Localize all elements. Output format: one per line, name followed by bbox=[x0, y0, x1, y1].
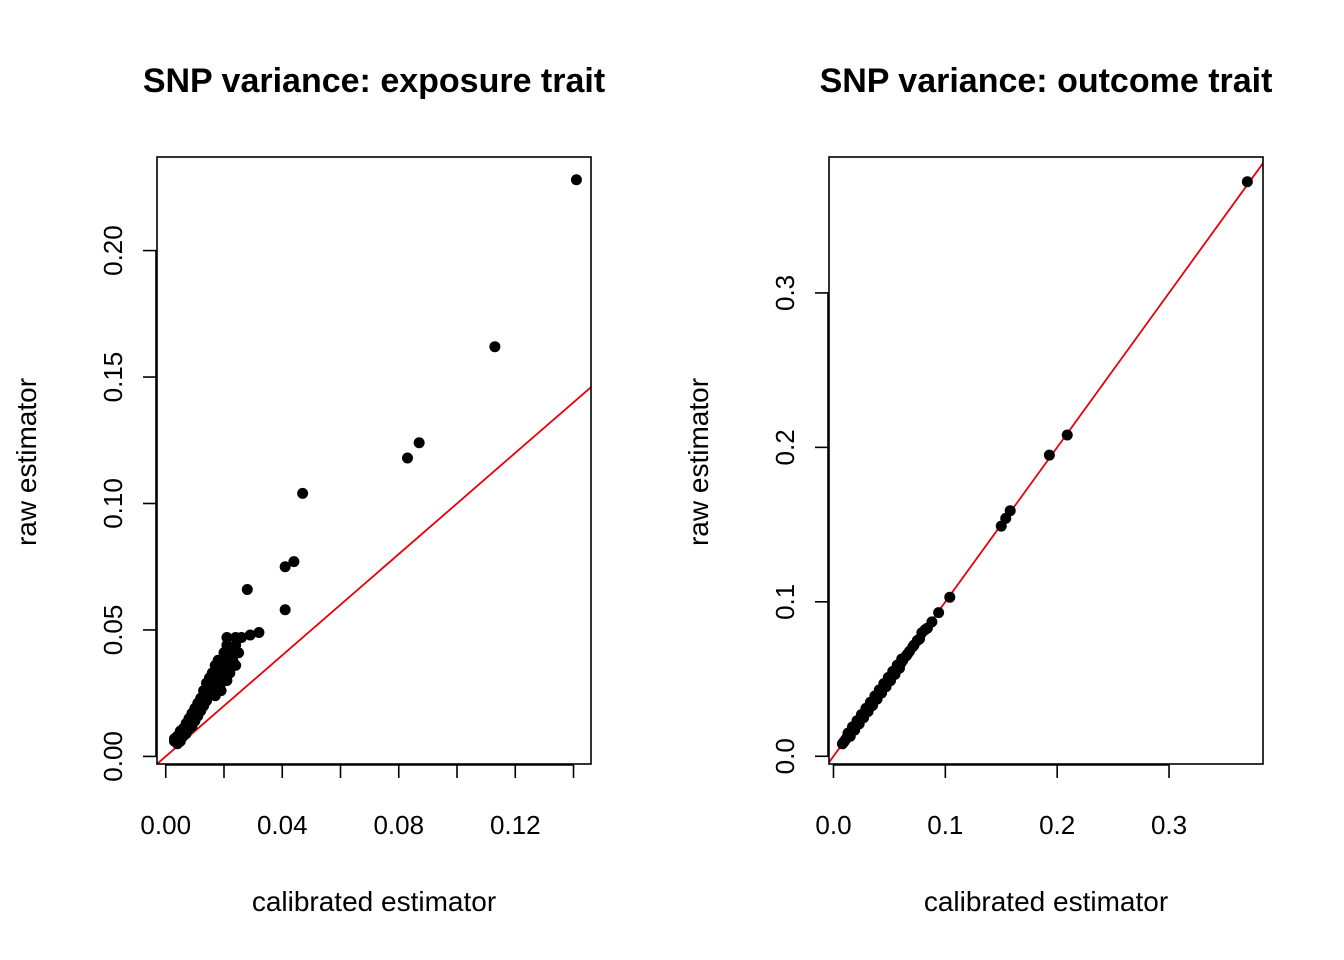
exposure-x-tick-label: 0.00 bbox=[140, 810, 191, 840]
exposure-data-point bbox=[224, 657, 236, 669]
exposure-x-tick-label: 0.04 bbox=[257, 810, 308, 840]
exposure-x-axis: 0.00 0.04 0.08 0.12 bbox=[140, 764, 575, 840]
exposure-data-point bbox=[212, 664, 224, 676]
outcome-data-point bbox=[836, 738, 848, 750]
exposure-data-point bbox=[192, 705, 204, 717]
outcome-data-point bbox=[901, 648, 913, 660]
exposure-data-point bbox=[401, 452, 413, 464]
outcome-data-point bbox=[919, 624, 931, 636]
outcome-y-axis: 0.0 0.1 0.2 0.3 bbox=[770, 275, 829, 774]
outcome-x-axis: 0.0 0.1 0.2 0.3 bbox=[815, 764, 1187, 840]
exposure-data-point bbox=[206, 677, 218, 689]
outcome-plot-area bbox=[829, 162, 1263, 763]
exposure-data-point bbox=[233, 647, 245, 659]
exposure-y-tick-label: 0.20 bbox=[98, 225, 128, 276]
outcome-y-axis-label: raw estimator bbox=[683, 378, 714, 546]
exposure-y-axis-label: raw estimator bbox=[11, 378, 42, 546]
exposure-data-point bbox=[288, 556, 300, 568]
outcome-x-tick-label: 0.0 bbox=[815, 810, 851, 840]
exposure-y-tick-label: 0.05 bbox=[98, 605, 128, 656]
outcome-x-tick-label: 0.1 bbox=[927, 810, 963, 840]
outcome-data-point bbox=[1241, 176, 1253, 188]
exposure-chart-title: SNP variance: exposure trait bbox=[143, 62, 605, 100]
exposure-y-tick-label: 0.00 bbox=[98, 731, 128, 782]
exposure-data-point bbox=[489, 341, 501, 353]
exposure-data-point bbox=[279, 604, 291, 616]
outcome-y-tick-label: 0.1 bbox=[770, 584, 800, 620]
outcome-data-point bbox=[1043, 449, 1055, 461]
exposure-data-point bbox=[198, 695, 210, 707]
exposure-data-point bbox=[244, 629, 256, 641]
exposure-x-tick-label: 0.12 bbox=[490, 810, 541, 840]
exposure-plot-area bbox=[157, 174, 591, 764]
exposure-x-tick-label: 0.08 bbox=[373, 810, 424, 840]
outcome-points bbox=[836, 176, 1253, 750]
exposure-data-point bbox=[241, 583, 253, 595]
exposure-plot-frame bbox=[156, 156, 592, 765]
outcome-x-tick-label: 0.3 bbox=[1151, 810, 1187, 840]
outcome-x-axis-label: calibrated estimator bbox=[924, 886, 1168, 917]
outcome-y-tick-label: 0.2 bbox=[770, 429, 800, 465]
exposure-data-point bbox=[209, 690, 221, 702]
outcome-y-tick-label: 0.0 bbox=[770, 738, 800, 774]
exposure-data-point bbox=[279, 561, 291, 573]
exposure-data-point bbox=[297, 487, 309, 499]
outcome-data-point bbox=[933, 607, 945, 619]
exposure-trait-panel: SNP variance: exposure trait calibrated … bbox=[11, 62, 605, 917]
exposure-y-tick-label: 0.15 bbox=[98, 352, 128, 403]
outcome-y-tick-label: 0.3 bbox=[770, 275, 800, 311]
outcome-trait-panel: SNP variance: outcome trait calibrated e… bbox=[683, 62, 1272, 917]
exposure-data-point bbox=[230, 632, 242, 644]
exposure-data-point bbox=[221, 632, 233, 644]
exposure-data-point bbox=[253, 626, 265, 638]
outcome-data-point bbox=[1061, 429, 1073, 441]
exposure-data-point bbox=[171, 738, 183, 750]
outcome-plot-frame bbox=[828, 156, 1264, 765]
outcome-data-point bbox=[893, 662, 905, 674]
exposure-x-axis-label: calibrated estimator bbox=[252, 886, 496, 917]
exposure-identity-line bbox=[157, 386, 591, 764]
outcome-data-point bbox=[995, 520, 1007, 532]
exposure-data-point bbox=[215, 677, 227, 689]
outcome-x-tick-label: 0.2 bbox=[1039, 810, 1075, 840]
outcome-chart-title: SNP variance: outcome trait bbox=[820, 62, 1273, 100]
exposure-points bbox=[168, 174, 582, 750]
exposure-y-tick-label: 0.10 bbox=[98, 478, 128, 529]
exposure-data-point bbox=[413, 437, 425, 449]
outcome-data-point bbox=[914, 633, 926, 645]
outcome-data-point bbox=[944, 591, 956, 603]
exposure-y-axis: 0.00 0.05 0.10 0.15 0.20 bbox=[98, 225, 157, 782]
exposure-data-point bbox=[570, 174, 582, 186]
